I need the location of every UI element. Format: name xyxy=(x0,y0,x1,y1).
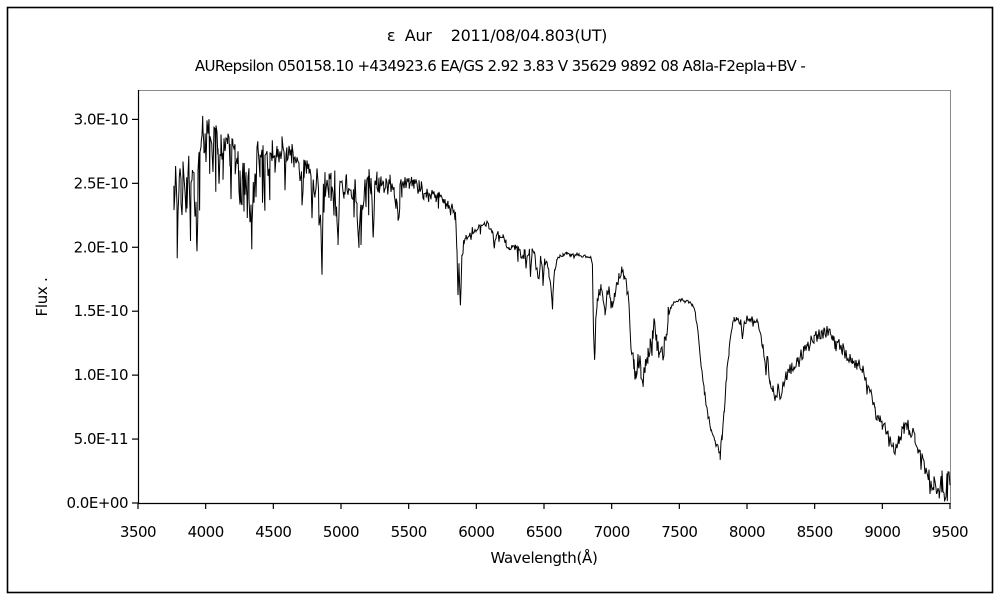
x-tick-label: 5000 xyxy=(323,523,359,541)
x-tick-label: 6000 xyxy=(458,523,494,541)
y-tick-label: 3.0E-10 xyxy=(74,110,128,128)
x-tick-label: 9000 xyxy=(864,523,900,541)
x-tick-label: 4500 xyxy=(255,523,291,541)
figure-border xyxy=(6,6,994,594)
chart-subtitle: AURepsilon 050158.10 +434923.6 EA/GS 2.9… xyxy=(195,57,805,75)
y-tick-label: 1.5E-10 xyxy=(74,302,128,320)
plot-area-border xyxy=(138,90,951,504)
x-tick-label: 7500 xyxy=(661,523,697,541)
y-axis-title: Flux . xyxy=(33,278,51,317)
spectrum-line xyxy=(173,115,951,503)
y-tick-label: 2.0E-10 xyxy=(74,238,128,256)
x-tick-label: 9500 xyxy=(932,523,968,541)
x-tick-label: 6500 xyxy=(526,523,562,541)
y-tick-label: 2.5E-10 xyxy=(74,174,128,192)
x-tick-label: 5500 xyxy=(391,523,427,541)
x-tick-label: 8000 xyxy=(729,523,765,541)
y-tick-label: 1.0E-10 xyxy=(74,366,128,384)
x-tick-label: 3500 xyxy=(120,523,156,541)
y-tick-label: 0.0E+00 xyxy=(67,494,129,512)
chart-title: ε Aur 2011/08/04.803(UT) xyxy=(387,26,607,45)
y-tick-label: 5.0E-11 xyxy=(74,430,128,448)
x-tick-label: 8500 xyxy=(797,523,833,541)
x-tick-label: 4000 xyxy=(188,523,224,541)
x-tick-label: 7000 xyxy=(594,523,630,541)
x-axis-title: Wavelength(Å) xyxy=(490,548,597,567)
